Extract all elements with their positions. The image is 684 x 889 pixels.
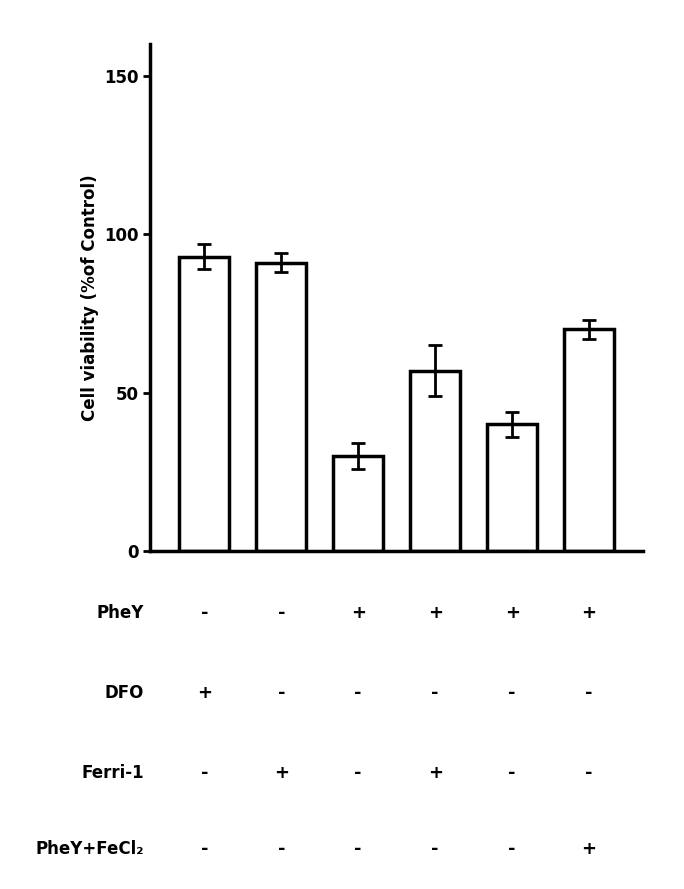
Text: DFO: DFO [104,685,144,702]
Text: -: - [508,765,516,782]
Text: PheY+FeCl₂: PheY+FeCl₂ [35,840,144,858]
Text: -: - [200,605,208,622]
Text: +: + [274,765,289,782]
Text: +: + [428,605,443,622]
Bar [256,263,306,551]
Text: -: - [432,685,439,702]
Text: +: + [351,605,366,622]
Text: -: - [354,765,362,782]
Bar [333,456,383,551]
Text: +: + [505,605,520,622]
Text: -: - [278,840,285,858]
Text: -: - [354,840,362,858]
Text: -: - [432,840,439,858]
Text: Ferri-1: Ferri-1 [81,765,144,782]
Text: +: + [197,685,212,702]
Text: -: - [508,685,516,702]
Text: -: - [508,840,516,858]
Text: -: - [200,765,208,782]
Text: PheY: PheY [96,605,144,622]
Text: -: - [354,685,362,702]
Bar [410,371,460,551]
Text: -: - [200,840,208,858]
Bar [179,257,229,551]
Y-axis label: Cell viability (%of Control): Cell viability (%of Control) [81,174,98,421]
Bar [564,330,614,551]
Text: -: - [278,685,285,702]
Text: -: - [278,605,285,622]
Bar [487,424,537,551]
Text: +: + [428,765,443,782]
Text: -: - [586,685,593,702]
Text: +: + [581,840,596,858]
Text: +: + [581,605,596,622]
Text: -: - [586,765,593,782]
